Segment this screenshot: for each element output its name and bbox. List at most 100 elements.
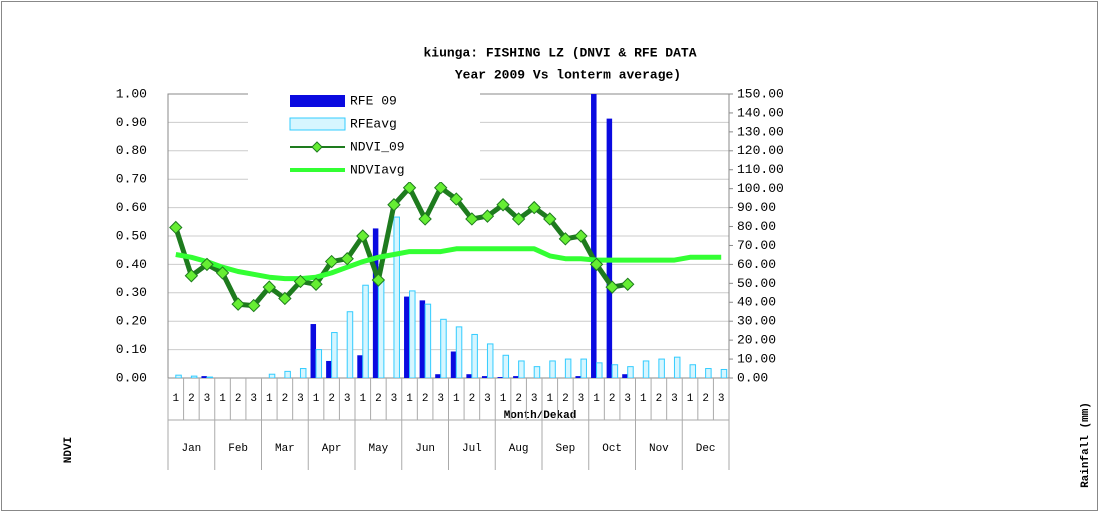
marker: [511, 212, 526, 226]
month-label: Oct: [602, 443, 622, 455]
bar: [497, 377, 504, 378]
x-tick-label: 1: [593, 393, 600, 405]
x-tick-label: 2: [422, 393, 429, 405]
bar: [455, 326, 463, 378]
bar: [362, 284, 369, 378]
marker: [262, 280, 276, 294]
x-axis-label: Month/Dekad: [504, 410, 577, 422]
x-tick-label: 3: [671, 393, 678, 405]
marker: [496, 198, 510, 212]
marker: [449, 192, 463, 206]
marker: [543, 212, 557, 226]
x-tick-label: 3: [297, 393, 304, 405]
legend-label: NDVI_09: [350, 139, 405, 154]
x-tick-label: 2: [562, 393, 569, 405]
bar: [606, 118, 613, 378]
x-tick-label: 2: [609, 393, 616, 405]
bar: [377, 280, 385, 378]
x-tick-label: 2: [702, 393, 709, 405]
legend-label: RFEavg: [350, 116, 397, 131]
marker: [387, 198, 401, 212]
y2-tick-label: 130.00: [737, 124, 784, 139]
x-tick-label: 3: [578, 393, 585, 405]
bar: [466, 374, 472, 378]
bar: [326, 360, 332, 378]
bar: [627, 366, 634, 378]
bar: [268, 373, 276, 378]
chart-title: Year 2009 Vs lonterm average): [455, 67, 681, 82]
marker: [527, 200, 541, 215]
x-tick-label: 1: [172, 393, 179, 405]
bar: [175, 374, 182, 378]
y2-tick-label: 80.00: [737, 219, 776, 234]
bar: [409, 290, 416, 378]
marker: [200, 257, 214, 272]
x-tick-label: 1: [406, 393, 413, 405]
x-tick-label: 3: [624, 393, 631, 405]
x-tick-label: 1: [640, 393, 647, 405]
bar: [190, 375, 198, 378]
marker: [215, 266, 230, 280]
x-tick-label: 2: [235, 393, 242, 405]
legend-swatch: [290, 95, 345, 107]
y2-tick-label: 110.00: [737, 162, 784, 177]
month-label: May: [368, 443, 388, 455]
marker: [293, 274, 308, 289]
bar: [310, 324, 317, 378]
y2-tick-label: 120.00: [737, 143, 784, 158]
month-label: Feb: [228, 443, 248, 455]
bar: [533, 366, 541, 378]
legend-label: NDVIavg: [350, 162, 405, 177]
bar: [419, 300, 426, 378]
bar: [450, 351, 457, 378]
month-label: Jul: [462, 443, 482, 455]
x-tick-label: 3: [531, 393, 538, 405]
legend-label: RFE 09: [350, 93, 397, 108]
bar: [201, 376, 207, 378]
month-label: Sep: [555, 443, 575, 455]
marker: [340, 252, 354, 266]
month-label: Jun: [415, 443, 435, 455]
marker: [184, 269, 199, 283]
x-tick-label: 1: [453, 393, 460, 405]
marker: [371, 273, 386, 287]
y-tick-label: 0.10: [116, 342, 147, 357]
marker: [465, 212, 479, 226]
y2-tick-label: 30.00: [737, 314, 776, 329]
y-tick-label: 0.80: [116, 143, 147, 158]
x-tick-label: 1: [500, 393, 507, 405]
marker: [169, 220, 183, 235]
x-tick-label: 2: [282, 393, 289, 405]
marker: [589, 257, 604, 272]
bar: [622, 374, 628, 378]
legend-marker: [311, 141, 323, 153]
bar: [705, 368, 712, 378]
month-label: Dec: [696, 443, 716, 455]
x-tick-label: 2: [188, 393, 195, 405]
bar: [658, 358, 665, 378]
bar: [440, 318, 447, 378]
y-tick-label: 0.30: [116, 285, 147, 300]
bar: [284, 370, 291, 378]
bar: [372, 228, 379, 378]
bar: [481, 376, 488, 378]
y-tick-label: 0.50: [116, 228, 147, 243]
y-tick-label: 1.00: [116, 86, 147, 101]
marker: [434, 181, 448, 195]
y2-tick-label: 40.00: [737, 295, 776, 310]
y2-tick-label: 100.00: [737, 181, 784, 196]
marker: [324, 254, 339, 269]
y2-tick-label: 90.00: [737, 200, 776, 215]
bar: [424, 303, 432, 378]
bar: [518, 360, 525, 378]
bar: [315, 349, 323, 378]
bar: [502, 354, 510, 378]
y-axis-label: NDVI: [63, 437, 75, 463]
bar: [486, 343, 494, 378]
y2-tick-label: 60.00: [737, 257, 776, 272]
month-label: Nov: [649, 443, 669, 455]
y-tick-label: 0.90: [116, 115, 147, 130]
x-tick-label: 3: [344, 393, 351, 405]
x-tick-label: 1: [546, 393, 553, 405]
x-tick-label: 1: [313, 393, 320, 405]
